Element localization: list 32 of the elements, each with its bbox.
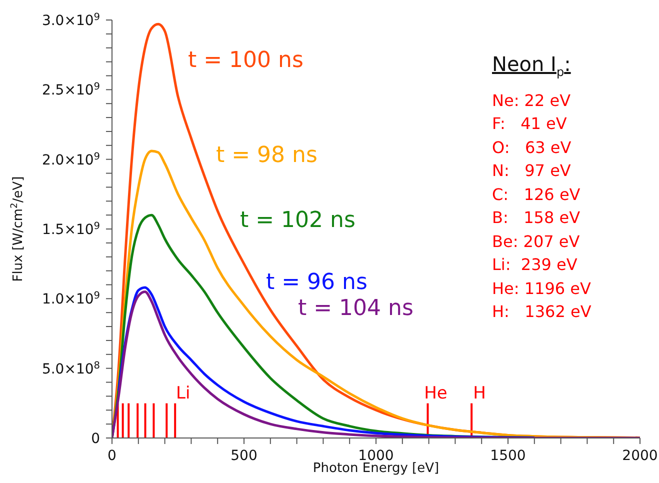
x-tick-label: 0	[108, 448, 116, 464]
x-tick-label: 1000	[358, 448, 394, 464]
series-label: t = 100 ns	[188, 48, 304, 73]
y-tick-label: 3.0×10$^{9}$	[42, 12, 100, 29]
annotation: He: 1196 eV	[492, 278, 591, 298]
text: t = 102 ns	[240, 208, 356, 233]
annotation: F: 41 eV	[492, 114, 567, 133]
text: t = 96 ns	[266, 270, 368, 295]
ref-line-label: H	[473, 383, 486, 404]
text: t = 98 ns	[216, 143, 318, 168]
annotation: O: 63 eV	[492, 138, 572, 156]
y-tick-label: 2.0×10$^{9}$	[42, 150, 100, 168]
y-tick-label: 2.5×10$^{9}$	[42, 81, 100, 99]
x-axis-title: Photon Energy [eV]	[312, 461, 440, 476]
ref-line-label: He	[424, 383, 448, 404]
annotation: H: 1362 eV	[492, 302, 592, 321]
y-tick-label: 1.5×10$^{9}$	[42, 220, 100, 238]
x-tick-label: 2000	[622, 448, 658, 464]
annotation: C: 126 eV	[492, 184, 580, 204]
text: t = 104 ns	[298, 296, 414, 321]
y-tick-label: 0	[91, 431, 100, 447]
annotation: B: 158 eV	[492, 208, 580, 227]
annotation: Li: 239 eV	[492, 255, 578, 274]
annotation: Neon I$_{p}$:	[492, 52, 571, 79]
annotation: Ne: 22 eV	[492, 90, 571, 110]
y-tick-label: 5.0×10$^{8}$	[42, 360, 100, 378]
ref-line-label: Li	[176, 383, 190, 404]
x-tick-label: 1500	[490, 448, 526, 464]
y-tick-label: 1.0×10$^{9}$	[42, 290, 100, 308]
annotation: Be: 207 eV	[492, 232, 580, 250]
annotation: N: 97 eV	[492, 161, 571, 180]
x-tick-label: 500	[230, 448, 258, 464]
